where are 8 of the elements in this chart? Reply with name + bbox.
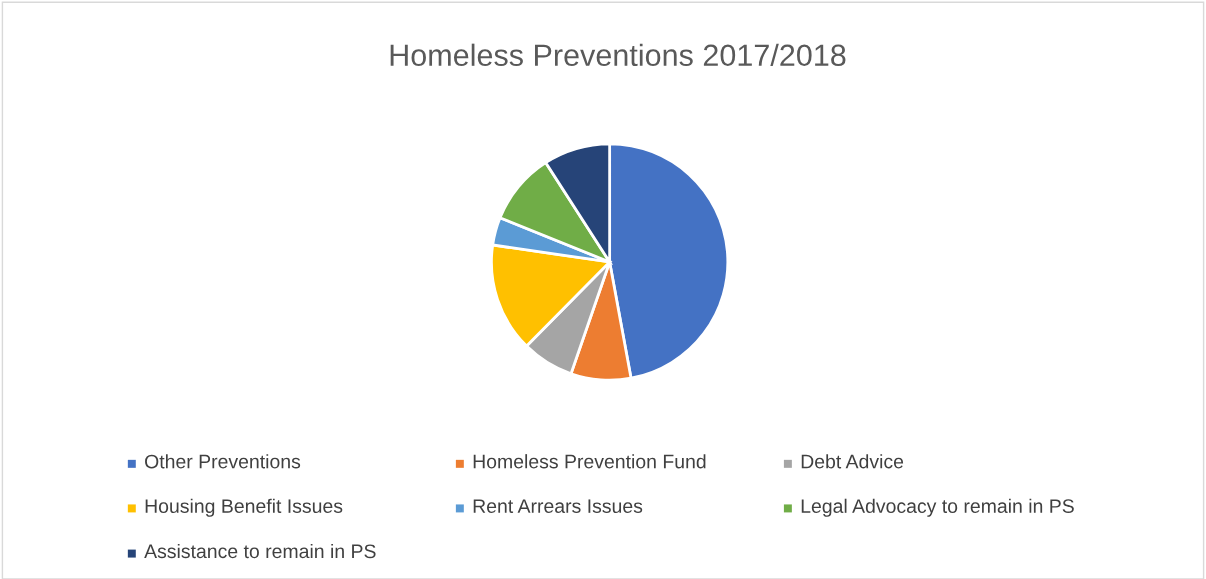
legend-label: Debt Advice: [801, 454, 904, 469]
legend-label: Rent Arrears Issues: [473, 499, 643, 513]
legend-label: Other Preventions: [145, 454, 301, 469]
chart-title: Homeless Preventions 2017/2018: [390, 43, 846, 67]
legend-label: Assistance to remain in PS: [144, 543, 376, 559]
legend-label: Homeless Prevention Fund: [473, 454, 706, 469]
legend-label: Housing Benefit Issues: [145, 498, 343, 517]
legend-label: Legal Advocacy to remain in PS: [801, 498, 1074, 517]
